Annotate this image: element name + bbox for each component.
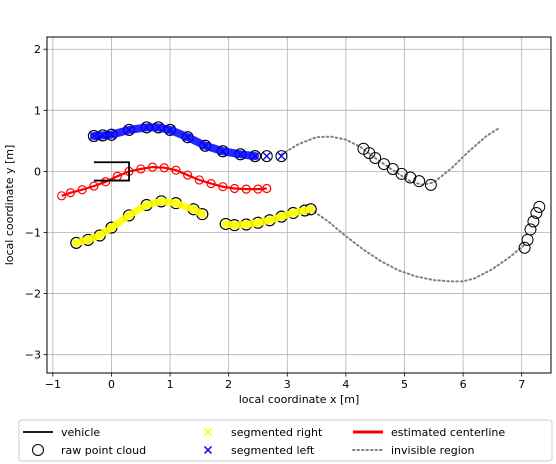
raw-point [530, 206, 543, 219]
segmented-right-band [222, 205, 315, 229]
centerline-point [101, 177, 111, 187]
x-axis-label: local coordinate x [m] [239, 393, 360, 406]
segmented-left-ring [275, 150, 288, 163]
raw-point [395, 167, 408, 180]
segmented-left-point [277, 152, 286, 161]
x-tick-label: 2 [225, 378, 232, 391]
x-tick-label: 1 [167, 378, 174, 391]
raw-point [413, 175, 426, 188]
y-tick-label: 1 [34, 104, 41, 117]
x-tick-label: 6 [460, 378, 467, 391]
legend-label: segmented left [231, 444, 315, 457]
centerline-point [262, 183, 272, 194]
segmented-left-ring [260, 150, 273, 163]
raw-point [527, 215, 540, 228]
x-tick-label: 0 [108, 378, 115, 391]
y-tick-label: 2 [34, 43, 41, 56]
centerline-point [57, 191, 67, 201]
y-tick-label: −3 [25, 349, 41, 362]
centerline-point [206, 179, 216, 189]
y-tick-label: 0 [34, 165, 41, 178]
y-tick-label: −2 [25, 288, 41, 301]
invisible-region-line [309, 208, 526, 283]
centerline-point [136, 164, 146, 174]
legend-label: raw point cloud [61, 444, 146, 457]
series-layer [57, 121, 546, 283]
centerline-point [77, 185, 87, 195]
legend-box [18, 419, 553, 462]
legend-right-swatch [203, 427, 213, 437]
plot-frame [46, 36, 552, 374]
raw-point [404, 171, 417, 184]
legend-label: invisible region [391, 444, 475, 457]
raw-point [424, 178, 437, 191]
segmented-left-point [262, 152, 271, 161]
raw-point [533, 200, 546, 213]
segmented-left-band [89, 123, 259, 161]
legend-label: estimated centerline [391, 426, 505, 439]
raw-point [518, 241, 531, 254]
centerline-point [183, 170, 193, 180]
x-tick-label: 4 [342, 378, 349, 391]
centerline-point [65, 188, 76, 198]
centerline-line [61, 166, 267, 197]
raw-point [369, 151, 382, 164]
centerline-point [194, 175, 204, 185]
x-tick-label: 3 [284, 378, 291, 391]
segmented-right-band [72, 197, 206, 247]
centerline-point [89, 181, 99, 191]
centerline-point [241, 184, 251, 194]
centerline-point [159, 163, 169, 173]
x-tick-label: 5 [401, 378, 408, 391]
legend-label: vehicle [61, 426, 100, 439]
centerline-point [171, 165, 181, 175]
y-axis-label: local coordinate y [m] [3, 145, 16, 266]
centerline-point [147, 162, 158, 172]
x-tick-label: 7 [518, 378, 525, 391]
legend-label: segmented right [231, 426, 323, 439]
legend-left-swatch [203, 445, 213, 455]
centerline-point [229, 183, 240, 194]
raw-point [524, 223, 537, 236]
legend: vehicle raw point cloud segmented right seg… [18, 419, 553, 462]
grid [47, 37, 551, 373]
x-tick-label: −1 [45, 378, 61, 391]
centerline-point [218, 182, 228, 192]
centerline-point [253, 184, 263, 194]
legend-raw-swatch [32, 444, 44, 456]
ticks: −1 0 1 2 3 4 5 6 7 −3 −2 −1 0 1 2 [25, 43, 525, 391]
y-tick-label: −1 [25, 226, 41, 239]
invisible-region-line [280, 127, 500, 186]
vehicle-outline [93, 161, 130, 182]
